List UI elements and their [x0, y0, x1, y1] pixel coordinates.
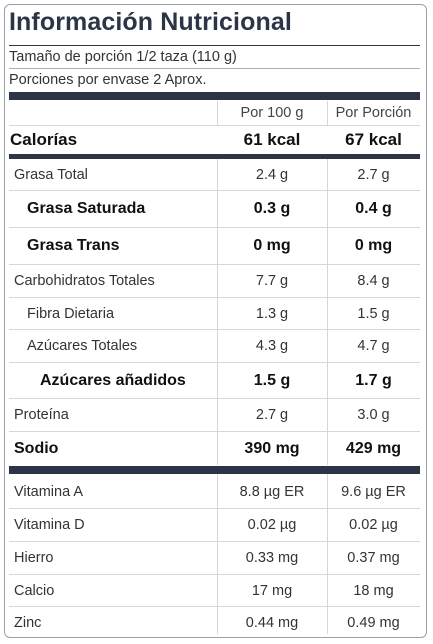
nutrient-row-azucares-anadidos: Azúcares añadidos 1.5 g 1.7 g — [9, 363, 420, 398]
nutrient-row-grasa-trans: Grasa Trans 0 mg 0 mg — [9, 228, 420, 264]
nutrient-per100: 0 mg — [253, 237, 291, 254]
micronutrient-row-calcio: Calcio 17 mg 18 mg — [9, 575, 420, 606]
nutrient-label: Azúcares Totales — [27, 338, 138, 354]
nutrient-per-serving: 4.7 g — [357, 338, 390, 354]
column-header-per100: Por 100 g — [240, 105, 304, 121]
micronutrient-per-serving: 0.49 mg — [347, 614, 400, 631]
nutrient-row-sodio: Sodio 390 mg 429 mg — [9, 432, 420, 466]
micronutrient-per100: 0.44 mg — [245, 614, 299, 631]
nutrient-per100: 0.3 g — [253, 200, 291, 217]
nutrient-per100: 1.3 g — [255, 305, 289, 322]
nutrient-per-serving: 0.4 g — [355, 200, 392, 217]
nutrient-label: Proteína — [14, 407, 69, 423]
nutrient-label: Carbohidratos Totales — [14, 273, 155, 289]
nutrient-per-serving: 429 mg — [345, 440, 402, 457]
micronutrient-label: Zinc — [14, 614, 42, 631]
micronutrient-per-serving: 0.37 mg — [347, 550, 400, 566]
calories-label: Calorías — [10, 130, 78, 149]
nutrient-per100: 1.5 g — [253, 371, 291, 389]
micronutrient-row-zinc: Zinc 0.44 mg 0.49 mg — [9, 607, 420, 638]
nutrient-per100: 2.4 g — [255, 166, 289, 183]
nutrient-row-proteina: Proteína 2.7 g 3.0 g — [9, 399, 420, 431]
nutrient-label: Grasa Trans — [27, 237, 120, 254]
serving-size: Tamaño de porción 1/2 taza (110 g) — [9, 49, 237, 65]
micronutrient-per-serving: 9.6 µg ER — [341, 483, 406, 500]
micronutrient-row-vitamina-d: Vitamina D 0.02 µg 0.02 µg — [9, 509, 420, 541]
nutrient-label: Grasa Saturada — [27, 200, 146, 217]
servings-per-container: Porciones por envase 2 Aprox. — [9, 72, 207, 88]
nutrient-per100: 390 mg — [244, 440, 300, 457]
micronutrient-per100: 17 mg — [251, 582, 293, 599]
micronutrient-per100: 8.8 µg ER — [239, 483, 305, 500]
nutrient-row-carbohidratos: Carbohidratos Totales 7.7 g 8.4 g — [9, 265, 420, 297]
nutrient-per100: 4.3 g — [255, 338, 289, 354]
nutrient-label: Azúcares añadidos — [40, 371, 186, 389]
nutrient-per100: 2.7 g — [255, 407, 289, 423]
calories-divider — [9, 154, 420, 159]
nutrient-per-serving: 1.5 g — [357, 305, 390, 322]
calories-row: Calorías 61 kcal 67 kcal — [9, 126, 420, 154]
nutrient-per-serving: 1.7 g — [355, 371, 392, 389]
micronutrient-per-serving: 18 mg — [353, 582, 394, 599]
column-header-row: Por 100 g Por Porción — [9, 101, 420, 125]
column-header-per-serving: Por Porción — [335, 105, 412, 121]
nutrient-row-grasa-total: Grasa Total 2.4 g 2.7 g — [9, 159, 420, 190]
nutrient-label: Grasa Total — [14, 166, 88, 183]
micronutrient-per100: 0.02 µg — [247, 517, 297, 533]
micronutrient-per-serving: 0.02 µg — [349, 517, 398, 533]
nutrient-row-grasa-saturada: Grasa Saturada 0.3 g 0.4 g — [9, 191, 420, 227]
nutrient-label: Sodio — [14, 440, 59, 457]
calories-per100: 61 kcal — [243, 130, 301, 149]
nutrient-per100: 7.7 g — [255, 273, 289, 289]
thick-divider-top — [9, 92, 420, 100]
micronutrient-row-hierro: Hierro 0.33 mg 0.37 mg — [9, 542, 420, 574]
nutrient-per-serving: 3.0 g — [357, 407, 390, 423]
calories-per-serving: 67 kcal — [345, 130, 402, 149]
micronutrient-label: Hierro — [14, 550, 54, 566]
nutrient-row-azucares-totales: Azúcares Totales 4.3 g 4.7 g — [9, 330, 420, 362]
micronutrient-label: Calcio — [14, 582, 55, 599]
nutrient-label: Fibra Dietaria — [27, 305, 115, 322]
thick-divider-micros — [9, 466, 420, 474]
nutrient-per-serving: 2.7 g — [357, 166, 390, 183]
page-title: Información Nutricional — [9, 8, 292, 36]
nutrient-row-fibra: Fibra Dietaria 1.3 g 1.5 g — [9, 298, 420, 329]
micronutrient-label: Vitamina A — [14, 483, 84, 500]
meta-divider — [9, 68, 420, 69]
nutrient-per-serving: 8.4 g — [357, 273, 390, 289]
title-divider — [9, 45, 420, 46]
micronutrient-label: Vitamina D — [14, 517, 85, 533]
nutrient-per-serving: 0 mg — [354, 237, 393, 254]
micronutrient-per100: 0.33 mg — [245, 550, 299, 566]
micronutrient-row-vitamina-a: Vitamina A 8.8 µg ER 9.6 µg ER — [9, 475, 420, 508]
nutrition-facts-panel — [4, 4, 427, 638]
